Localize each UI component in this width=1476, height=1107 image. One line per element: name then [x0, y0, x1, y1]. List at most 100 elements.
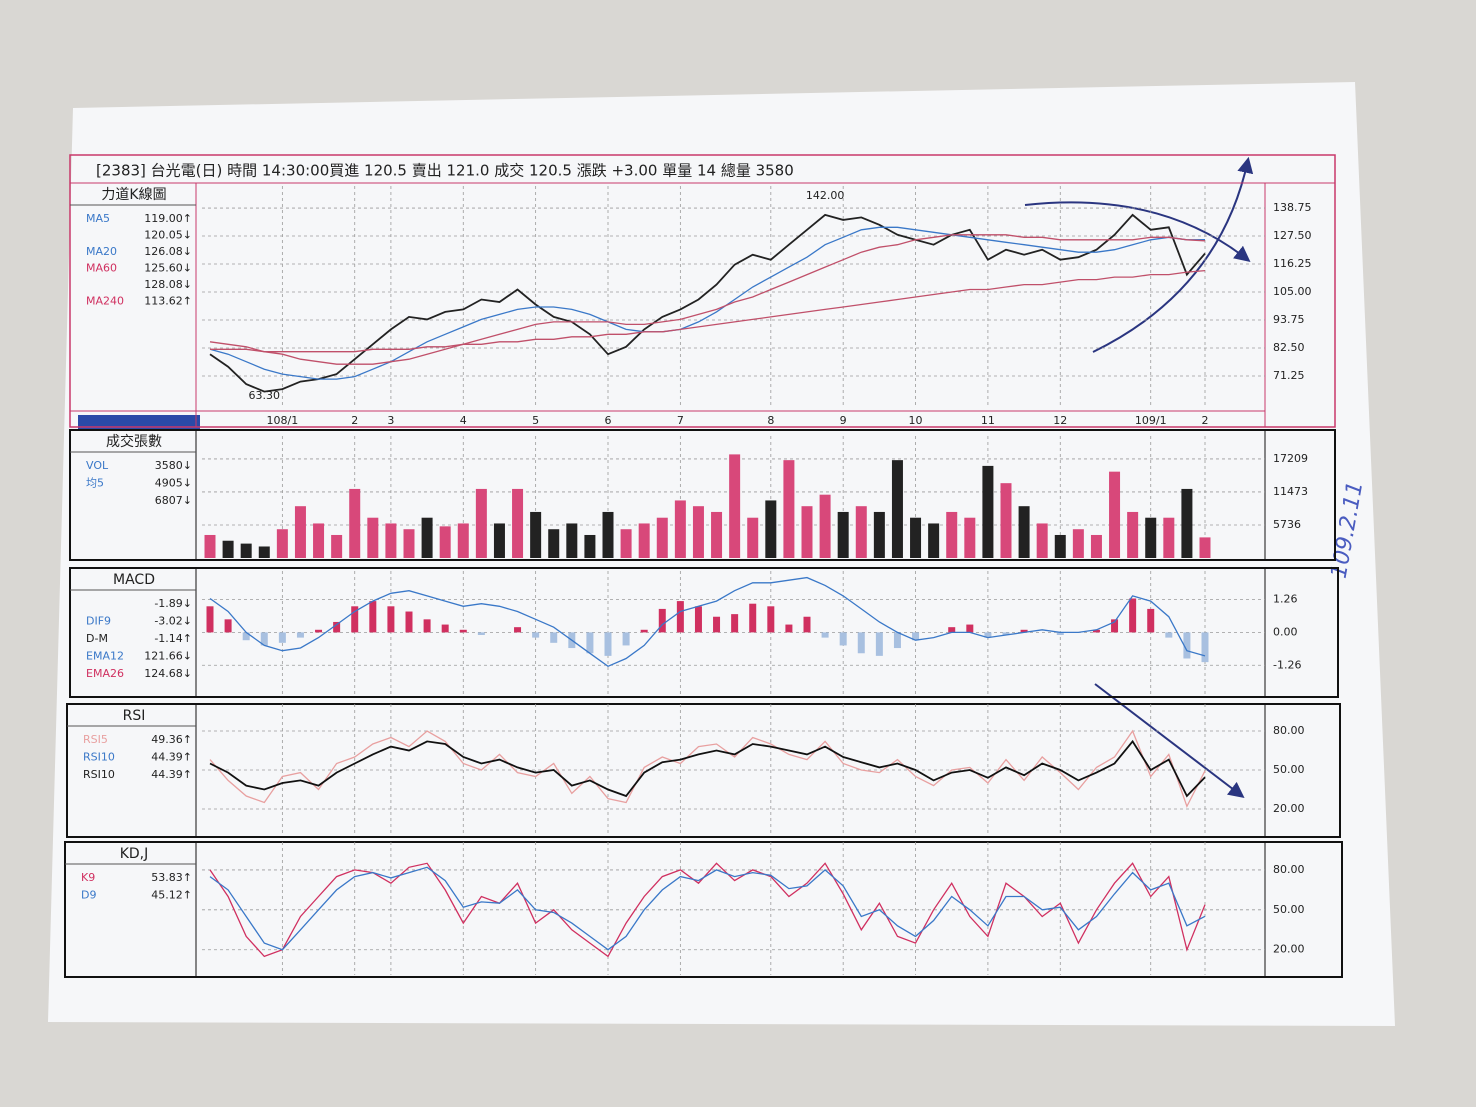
bar [839, 632, 847, 646]
bar [385, 523, 397, 558]
legend-value: 6807↓ [155, 494, 192, 507]
legend-value: 4905↓ [155, 477, 192, 490]
bar [747, 517, 759, 558]
legend-name: RSI10 [83, 751, 115, 764]
bar [1183, 632, 1191, 659]
series-line [209, 866, 1206, 951]
bar [457, 523, 469, 558]
legend-name: RSI10 [83, 768, 115, 781]
bar [493, 523, 505, 558]
bar [421, 517, 433, 558]
bar [1127, 511, 1139, 558]
bar [910, 517, 922, 558]
bar [1056, 632, 1064, 635]
bar [749, 603, 757, 633]
legend-value: 124.68↓ [144, 667, 192, 680]
legend-value: 121.66↓ [144, 650, 192, 663]
legend-value: 113.62↑ [144, 295, 192, 308]
x-tick-label: 6 [605, 414, 612, 427]
hand-arrow [1094, 683, 1245, 798]
x-tick-label: 4 [460, 414, 467, 427]
bar [403, 529, 415, 558]
bar [1092, 629, 1100, 633]
y-tick-label: 93.75 [1273, 313, 1305, 326]
legend-name: RSI5 [83, 733, 108, 746]
legend-value: 126.08↓ [144, 245, 192, 258]
x-tick-label: 108/1 [267, 414, 299, 427]
series-line [209, 226, 1206, 380]
bar [294, 506, 306, 558]
bar [622, 632, 630, 646]
y-tick-label: 5736 [1273, 518, 1301, 531]
bar [240, 543, 252, 558]
y-tick-label: 17209 [1273, 452, 1308, 465]
bar [1201, 632, 1209, 663]
y-tick-label: 11473 [1273, 485, 1308, 498]
bar [242, 632, 250, 641]
y-tick-label: 116.25 [1273, 257, 1312, 270]
series-line [209, 862, 1206, 958]
bar [532, 632, 540, 638]
series-line [209, 234, 1206, 365]
bar [1036, 523, 1048, 558]
legend-value: 3580↓ [155, 459, 192, 472]
x-tick-label: 109/1 [1135, 414, 1167, 427]
legend-value: 53.83↑ [151, 871, 192, 884]
bar [475, 488, 487, 558]
y-tick-label: 71.25 [1273, 369, 1305, 382]
bar [1111, 619, 1119, 633]
bar [729, 454, 741, 558]
bar [857, 632, 865, 654]
bar [767, 606, 775, 633]
panel-title: 力道K線圖 [101, 187, 166, 203]
bar [873, 511, 885, 558]
legend-name: DIF9 [86, 615, 111, 628]
bar [1090, 534, 1102, 558]
bar [548, 529, 560, 558]
bar [550, 632, 558, 643]
bar [891, 460, 903, 558]
bar [276, 529, 288, 558]
y-tick-label: -1.26 [1273, 658, 1301, 671]
legend-name: MA240 [86, 295, 124, 308]
panel-title: KD,J [120, 846, 149, 862]
bar [512, 488, 524, 558]
bar [837, 511, 849, 558]
series-line [209, 576, 1206, 668]
bar [819, 494, 831, 558]
panel-frame [66, 703, 1341, 838]
legend-name: VOL [86, 459, 109, 472]
annotation: 142.00 [806, 189, 845, 202]
legend-value: -1.14↑ [154, 632, 192, 645]
bar [530, 511, 542, 558]
x-tick-label: 2 [1202, 414, 1209, 427]
x-tick-label: 2 [351, 414, 358, 427]
legend-value: 49.36↑ [151, 733, 192, 746]
bar [948, 627, 956, 633]
x-tick-label: 7 [677, 414, 684, 427]
series-line [209, 729, 1206, 809]
y-tick-label: 80.00 [1273, 863, 1305, 876]
bar [676, 601, 684, 633]
bar [514, 627, 522, 633]
bar [602, 511, 614, 558]
bar [982, 465, 994, 558]
panel-frame [69, 154, 1336, 428]
annotation: 63.30 [249, 389, 281, 402]
bar [586, 632, 594, 654]
bar [222, 540, 234, 558]
bar [893, 632, 901, 649]
bar [984, 632, 992, 638]
panel-title: MACD [113, 572, 155, 588]
bar [349, 488, 361, 558]
legend-value: 44.39↑ [151, 751, 192, 764]
bar [1199, 537, 1211, 558]
panel-frame [69, 567, 1339, 698]
bar [638, 523, 650, 558]
header: [2383] 台光電(日) 時間 14:30:00買進 120.5 賣出 121… [96, 162, 794, 180]
bar [260, 632, 268, 646]
bar [731, 614, 739, 633]
bar [441, 624, 449, 633]
bar [477, 632, 485, 635]
